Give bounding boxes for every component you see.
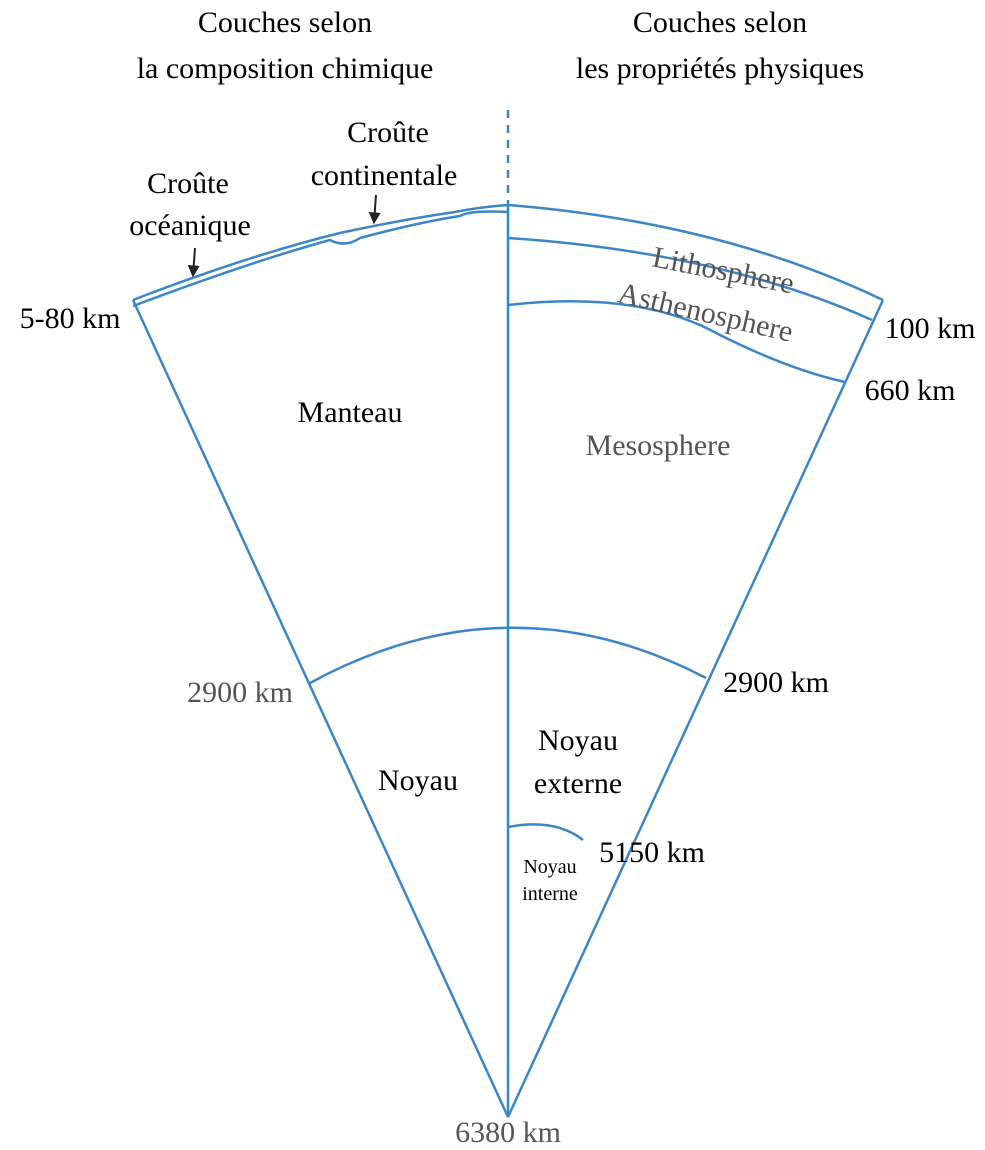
heading: les propriétés physiques — [576, 52, 864, 85]
label: Croûte — [347, 116, 429, 149]
heading: Couches selon — [633, 6, 807, 39]
label: Noyau — [538, 724, 618, 757]
inner-core-boundary — [508, 824, 583, 840]
depth-label: 100 km — [885, 312, 976, 345]
depth-label: 5150 km — [599, 836, 705, 869]
depth-label: 6380 km — [455, 1116, 561, 1149]
heading: Couches selon — [198, 6, 372, 39]
outlines — [133, 110, 883, 1117]
depth-label: 2900 km — [723, 666, 829, 699]
label: externe — [534, 767, 622, 800]
depth-label: 5-80 km — [20, 302, 121, 335]
label: Croûte — [147, 167, 229, 200]
depth-label: 660 km — [865, 374, 956, 407]
label: interne — [522, 883, 578, 905]
label: océanique — [129, 209, 251, 242]
label: Noyau — [378, 764, 458, 797]
right-edge — [508, 300, 883, 1117]
label: Mesosphere — [586, 429, 731, 462]
label: Noyau — [523, 856, 576, 878]
heading: la composition chimique — [137, 52, 434, 85]
label: Manteau — [298, 396, 403, 429]
depth-label: 2900 km — [187, 676, 293, 709]
label: continentale — [311, 159, 458, 192]
arrow — [193, 248, 195, 275]
earth-layers-diagram: Couches selon la composition chimique Co… — [0, 0, 985, 1150]
arrow — [374, 195, 376, 222]
